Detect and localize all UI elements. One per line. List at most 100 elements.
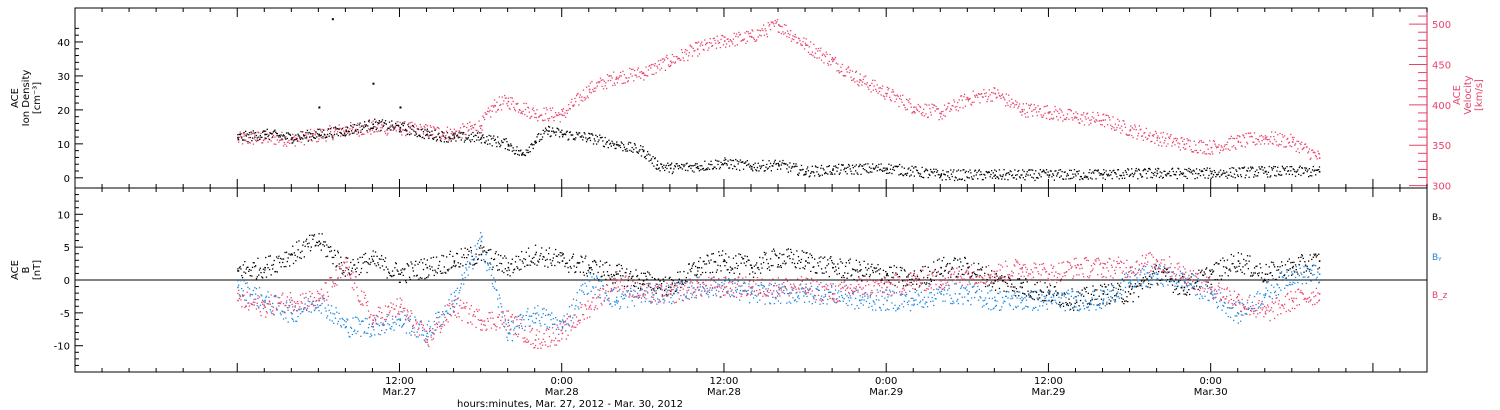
velocity-series-sample <box>987 96 990 98</box>
b-series-bx-sample <box>906 284 909 286</box>
b-series-bx-sample <box>743 262 745 264</box>
b-series-by-sample <box>538 320 541 322</box>
density-series-sample <box>1028 169 1031 171</box>
velocity-series-sample <box>718 41 721 44</box>
density-series-sample <box>483 141 486 144</box>
b-series-bx-sample <box>1185 294 1188 296</box>
b-series-by-sample <box>420 320 422 322</box>
density-series-sample <box>682 164 684 166</box>
b-series-bx-sample <box>919 285 921 287</box>
density-series-sample <box>705 168 708 170</box>
velocity-series-sample <box>391 125 393 127</box>
b-series-bx-sample <box>1176 285 1178 288</box>
b-series-bx-sample <box>425 263 427 266</box>
density-series-sample <box>568 131 571 134</box>
b-series-by-sample <box>248 302 250 304</box>
density-series-sample <box>1037 177 1039 179</box>
b-series-by-sample <box>595 286 597 288</box>
b-series-bx-sample <box>823 272 825 274</box>
density-series-sample <box>1318 169 1320 171</box>
b-series-by-sample <box>517 325 519 327</box>
density-series-sample <box>677 168 680 170</box>
velocity-series-sample <box>248 137 250 139</box>
velocity-series-sample <box>1103 113 1105 115</box>
velocity-series-sample <box>878 87 880 89</box>
velocity-series-sample <box>1154 142 1156 144</box>
density-series-sample <box>786 168 788 170</box>
density-series-sample <box>1011 174 1014 176</box>
b-series-by-sample <box>334 317 336 319</box>
velocity-series-sample <box>872 79 874 81</box>
b-series-bx-sample <box>1104 286 1106 288</box>
b-series-by-sample <box>350 327 353 329</box>
b-series-by-sample <box>279 302 281 304</box>
velocity-series-sample <box>558 112 560 114</box>
density-series-sample <box>295 134 297 136</box>
density-series-sample <box>805 173 807 175</box>
b-series-by-sample <box>273 295 275 297</box>
density-series-sample <box>692 165 694 167</box>
velocity-series-sample <box>536 109 538 111</box>
b-series-bx-sample <box>859 264 861 266</box>
velocity-series-sample <box>742 39 744 41</box>
velocity-series-sample <box>1117 118 1119 120</box>
b-series-bx-sample <box>1092 285 1094 287</box>
velocity-series-sample <box>267 141 269 143</box>
density-series-sample <box>241 139 244 141</box>
density-series-sample <box>1286 166 1288 168</box>
density-series-sample <box>1045 172 1047 174</box>
b-series-bx-sample <box>1213 263 1215 266</box>
velocity-series-sample <box>992 92 994 94</box>
b-series-bx-sample <box>752 276 755 278</box>
velocity-series-sample <box>1288 141 1290 143</box>
density-series-sample <box>1183 175 1185 177</box>
density-series-sample <box>1251 166 1253 168</box>
density-series-sample <box>584 133 586 135</box>
velocity-series-sample <box>1092 111 1094 114</box>
b-series-bx-sample <box>1224 272 1226 274</box>
density-series-sample <box>1153 174 1155 176</box>
velocity-series-sample <box>739 33 742 36</box>
b-series-by-sample <box>470 252 472 254</box>
b-series-by-sample <box>564 321 566 323</box>
b-series-by-sample <box>554 323 556 325</box>
velocity-series-sample <box>1169 135 1171 137</box>
density-series-sample <box>771 165 773 167</box>
b-series-bx-sample <box>371 258 374 260</box>
b-series-bx-sample <box>745 264 747 267</box>
density-series-sample <box>321 131 323 133</box>
density-series-sample <box>761 165 763 167</box>
velocity-series-sample <box>494 105 496 107</box>
b-series-bx-sample <box>1164 267 1166 269</box>
density-series-sample <box>813 171 815 174</box>
b-series-by-sample <box>520 313 522 316</box>
density-series-sample <box>1007 179 1009 181</box>
b-series-bx-sample <box>309 250 312 252</box>
density-series-sample <box>292 142 294 144</box>
velocity-series-sample <box>505 97 507 99</box>
density-series-sample <box>401 122 404 124</box>
b-series-bx-sample <box>397 270 399 272</box>
velocity-series-sample <box>1291 136 1294 139</box>
density-series-sample <box>528 146 530 148</box>
b-series-bx-sample <box>1120 288 1122 291</box>
velocity-series-sample <box>1271 142 1273 145</box>
velocity-series-sample <box>708 47 710 49</box>
density-series-sample <box>385 123 387 125</box>
b-series-by-sample <box>310 311 312 313</box>
b-series-bx-sample <box>800 261 802 263</box>
b-series-by-sample <box>487 263 489 265</box>
b-series-bx-sample <box>1308 269 1311 271</box>
b-series-bx-sample <box>635 269 637 271</box>
density-series-sample <box>535 141 537 144</box>
density-series-sample <box>1308 176 1310 178</box>
density-series-sample <box>377 122 379 124</box>
density-series-sample <box>1041 171 1043 173</box>
density-series-sample <box>881 169 883 171</box>
b-series-bx-sample <box>619 275 622 277</box>
b-series-by-sample <box>427 336 429 338</box>
velocity-series-sample <box>888 87 890 89</box>
density-series-sample <box>435 136 437 138</box>
b-series-bx-sample <box>1151 277 1153 279</box>
velocity-series-sample <box>943 104 946 106</box>
